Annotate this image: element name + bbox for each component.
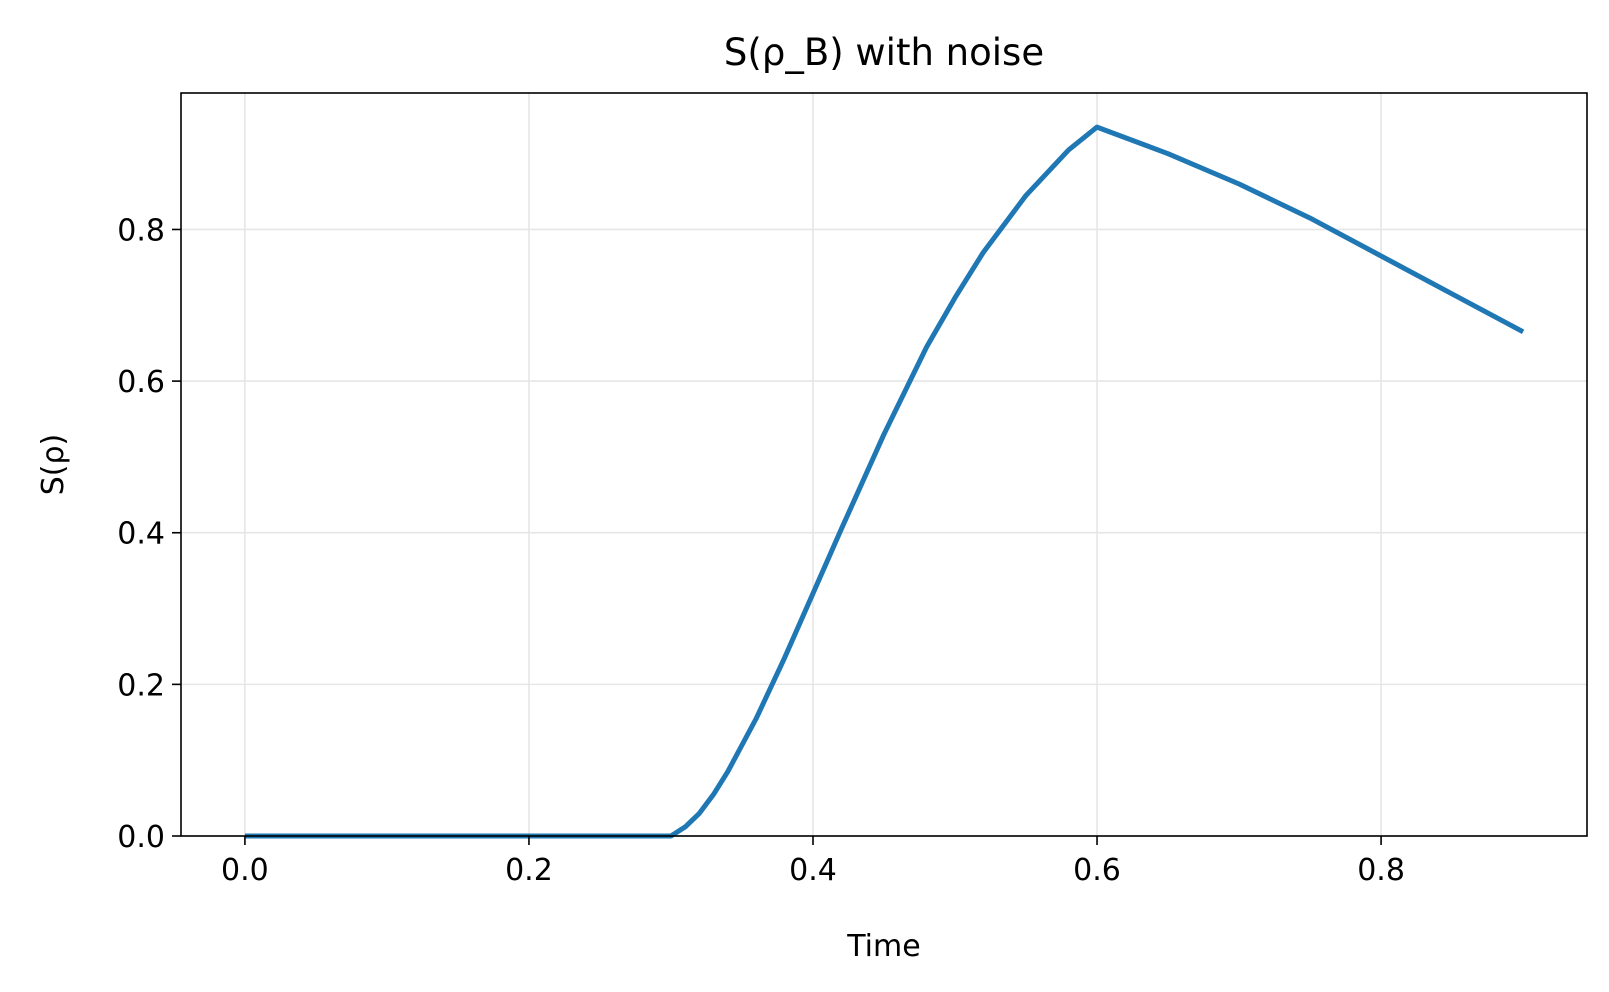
y-tick-label: 0.4 <box>117 517 165 552</box>
x-tick-label: 0.8 <box>1357 853 1405 888</box>
ticks: 0.0 0.2 0.4 0.6 0.8 0.0 0.2 0.4 0.6 0.8 <box>117 213 1405 888</box>
chart-title: S(ρ_B) with noise <box>724 31 1044 74</box>
y-tick-label: 0.2 <box>117 668 165 703</box>
x-tick-label: 0.2 <box>505 853 553 888</box>
x-tick-label: 0.6 <box>1073 853 1121 888</box>
x-axis-label: Time <box>846 929 920 964</box>
y-tick-label: 0.6 <box>117 365 165 400</box>
y-tick-label: 0.0 <box>117 820 165 855</box>
x-tick-label: 0.0 <box>221 853 269 888</box>
y-tick-label: 0.8 <box>117 213 165 248</box>
x-tick-label: 0.4 <box>789 853 837 888</box>
plot-frame <box>180 92 1588 837</box>
y-axis-label: S(ρ) <box>36 434 71 496</box>
